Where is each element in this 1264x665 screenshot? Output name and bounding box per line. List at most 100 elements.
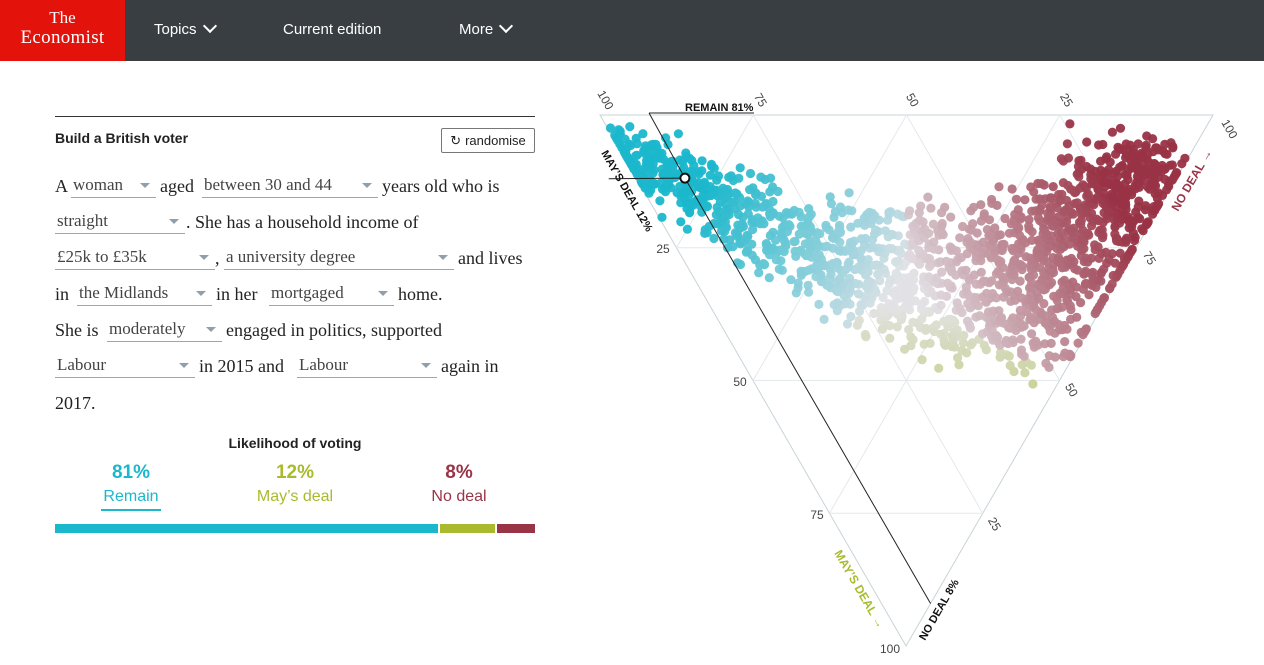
remain-label[interactable]: Remain (101, 488, 161, 511)
voter-dot (936, 300, 946, 310)
voter-dot (825, 192, 835, 202)
voter-dot (804, 204, 814, 214)
dropdown-arrow-icon (378, 291, 388, 296)
voter-dot (1099, 293, 1109, 303)
voter-dot (1059, 275, 1069, 285)
voter-dot (1167, 160, 1177, 170)
voter-dot (754, 268, 764, 278)
voter-dot (764, 273, 774, 283)
no-deal-bar (497, 524, 535, 533)
voter-dot (963, 234, 973, 244)
no-deal-label[interactable]: No deal (431, 488, 487, 505)
voter-dot (884, 243, 894, 253)
tick-label: 75 (810, 508, 824, 522)
voter-dot (849, 236, 859, 246)
voter-dot (904, 325, 914, 335)
voter-dot (1057, 302, 1067, 312)
voter-dot (1101, 247, 1111, 257)
voter-dot (756, 172, 766, 182)
voter-dot (844, 188, 854, 198)
voter-dot (1157, 160, 1167, 171)
section-divider (55, 116, 535, 117)
voter-dot (936, 290, 946, 300)
housing-select[interactable]: mortgaged (269, 282, 394, 306)
mays-deal-label[interactable]: May’s deal (256, 488, 334, 505)
randomise-button[interactable]: ↻ randomise (441, 128, 535, 153)
voter-dot (1065, 119, 1075, 129)
voter-dot (968, 219, 978, 229)
tick-label: 100 (880, 642, 900, 656)
tick-label: 50 (903, 91, 922, 110)
voter-dot (1016, 334, 1026, 344)
voter-dot (697, 156, 707, 166)
voter-dot (1057, 189, 1067, 199)
orientation-select[interactable]: straight (55, 210, 185, 234)
economist-logo[interactable]: The Economist (0, 0, 125, 61)
sentence-text: She is (55, 320, 99, 340)
tick-label: 100 (1218, 117, 1240, 142)
nav-current-edition[interactable]: Current edition (283, 21, 382, 38)
voter-dot (790, 236, 800, 246)
vote-2015-select[interactable]: Labour (55, 354, 195, 378)
voter-dot (1007, 184, 1017, 194)
sentence-text: in (55, 284, 70, 304)
nav-topics[interactable]: Topics (154, 18, 217, 40)
voter-dot (931, 320, 942, 330)
voter-dot (765, 173, 776, 183)
voter-dot (976, 200, 986, 210)
voter-dot (1005, 360, 1015, 371)
voter-dot (853, 289, 864, 299)
voter-dot (870, 225, 881, 235)
income-select[interactable]: £25k to £35k (55, 246, 215, 270)
dropdown-arrow-icon (196, 291, 206, 296)
dropdown-arrow-icon (206, 327, 216, 332)
voter-dot (1078, 180, 1088, 190)
voter-dot (937, 218, 947, 229)
voter-dot (1026, 182, 1036, 192)
voter-dot (1081, 324, 1091, 334)
voter-dot (1096, 165, 1106, 175)
engagement-select[interactable]: moderately (107, 318, 222, 342)
voter-dot (1020, 368, 1030, 378)
voter-dot (821, 220, 831, 230)
voter-dot (789, 205, 799, 216)
voter-dot (1107, 127, 1117, 137)
voter-dot (1016, 345, 1027, 355)
voter-dot (706, 159, 717, 169)
voter-dot (957, 346, 967, 356)
voter-dot (963, 299, 973, 309)
dropdown-arrow-icon (199, 255, 209, 260)
voter-dot (905, 249, 915, 260)
region-select[interactable]: the Midlands (77, 282, 212, 306)
voter-dot (753, 213, 763, 223)
voter-dot (1027, 235, 1037, 245)
no-deal-percent: 8% (445, 462, 473, 483)
dropdown-arrow-icon (179, 363, 189, 368)
gender-select[interactable]: woman (71, 174, 156, 198)
voter-dot (909, 268, 919, 278)
nav-more[interactable]: More (459, 18, 514, 40)
voter-dot (979, 340, 989, 350)
no-deal-marker-label: NO DEAL 8% (917, 577, 962, 642)
voter-dot (893, 256, 903, 266)
voter-dot (1097, 225, 1107, 235)
mays-deal-percent: 12% (275, 462, 315, 483)
voter-dot (1027, 329, 1037, 339)
education-select[interactable]: a university degree (224, 246, 454, 270)
voter-dot (1127, 244, 1137, 255)
voter-dot (920, 296, 930, 307)
voter-dot (886, 275, 896, 285)
vote-2017-select[interactable]: Labour (297, 354, 437, 378)
voter-dot (661, 133, 671, 143)
voter-dot (1013, 205, 1023, 215)
voter-dot (632, 150, 642, 160)
voter-dot (976, 267, 986, 277)
tick-label: 75 (1140, 249, 1159, 268)
voter-dot (987, 194, 997, 205)
age-select[interactable]: between 30 and 44 (202, 174, 378, 198)
voter-dot (786, 275, 796, 285)
voter-dot (681, 148, 691, 158)
voter-dot (1090, 240, 1100, 250)
voter-dot (961, 282, 971, 292)
voter-dot (1151, 143, 1162, 153)
